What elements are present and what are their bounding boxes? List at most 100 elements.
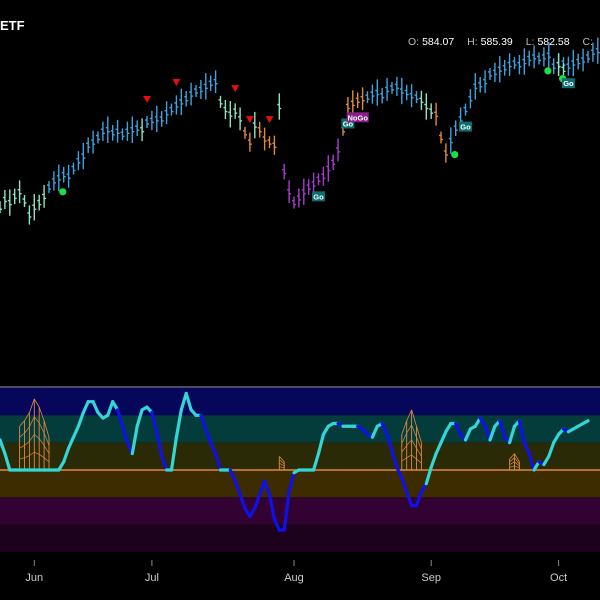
oscillator-segment xyxy=(282,490,291,532)
svg-text:Go: Go xyxy=(343,120,354,129)
price-bar xyxy=(140,118,145,142)
histogram-lattice xyxy=(411,454,417,460)
oscillator-segment xyxy=(414,490,423,508)
price-bar xyxy=(488,67,492,80)
oscillator-segment xyxy=(517,419,526,445)
oscillator-segment xyxy=(238,493,247,510)
svg-text:Go: Go xyxy=(563,79,574,88)
price-bar xyxy=(0,201,2,214)
price-bar xyxy=(120,128,125,141)
oscillator-segment xyxy=(405,490,414,508)
price-bar xyxy=(282,163,287,180)
price-bar xyxy=(164,101,169,125)
price-bar xyxy=(586,50,590,63)
price-bar xyxy=(223,100,228,120)
oscillator-segment xyxy=(106,400,115,417)
price-bar xyxy=(306,179,311,195)
sell-arrow-icon xyxy=(172,78,181,86)
oscillator-segment xyxy=(115,408,125,428)
price-bar xyxy=(532,45,537,69)
price-bar xyxy=(385,78,390,101)
sell-arrow-icon xyxy=(231,85,240,93)
oscillator-band xyxy=(0,497,600,525)
price-bar xyxy=(213,70,218,94)
price-bar xyxy=(541,47,546,67)
price-bar xyxy=(125,121,130,141)
oscillator-band xyxy=(0,470,600,498)
histogram-lattice xyxy=(19,420,25,427)
price-bar xyxy=(497,56,502,83)
price-bar xyxy=(130,116,135,143)
price-bar xyxy=(42,185,47,208)
price-bar xyxy=(267,136,272,149)
histogram-lattice xyxy=(514,461,520,467)
histogram-lattice xyxy=(38,438,45,446)
price-bar xyxy=(424,93,429,120)
oscillator-segment xyxy=(0,438,7,456)
oscillator-segment xyxy=(488,424,497,442)
oscillator-segment xyxy=(228,468,237,483)
nogo-label: NoGo xyxy=(346,112,369,123)
histogram-lattice xyxy=(34,434,40,439)
oscillator-segment xyxy=(463,427,472,442)
price-bar xyxy=(86,137,91,154)
oscillator-segment xyxy=(385,432,394,453)
ohlc-readout: O: 584.07 H: 585.39 L: 582.58 C: xyxy=(398,36,596,48)
histogram-lattice xyxy=(401,445,407,453)
oscillator-segment xyxy=(62,446,71,464)
go-label: Go xyxy=(561,78,575,89)
price-bar xyxy=(590,42,595,62)
histogram-lattice xyxy=(416,458,422,464)
buy-dot-icon xyxy=(59,188,67,196)
price-bar xyxy=(51,171,56,191)
price-bar xyxy=(522,48,527,75)
price-bar xyxy=(2,189,7,210)
oscillator-segment xyxy=(169,435,178,472)
price-bar xyxy=(556,53,561,77)
price-bar xyxy=(375,79,380,106)
histogram-lattice xyxy=(24,412,30,422)
price-bar xyxy=(517,55,522,75)
price-bar xyxy=(115,119,120,143)
price-bar xyxy=(551,58,556,74)
price-bar xyxy=(581,48,586,72)
oscillator-segment xyxy=(508,424,517,445)
price-bar xyxy=(110,125,115,141)
price-bar xyxy=(360,87,365,111)
price-bar xyxy=(12,188,17,205)
price-bar xyxy=(105,116,110,143)
oscillator-segment xyxy=(71,424,81,439)
histogram-lattice xyxy=(43,432,50,446)
oscillator-segment xyxy=(581,419,590,426)
price-bar xyxy=(443,143,448,163)
oscillator-segment xyxy=(199,413,208,431)
oscillator-segment xyxy=(312,452,321,472)
oscillator-segment xyxy=(390,449,399,469)
price-bar xyxy=(478,77,483,93)
price-bar xyxy=(174,95,179,115)
oscillator-segment xyxy=(522,441,531,456)
price-bar xyxy=(203,73,208,100)
histogram-lattice xyxy=(29,434,35,442)
price-bar xyxy=(296,188,301,208)
sell-arrow-icon xyxy=(245,116,254,124)
price-bar xyxy=(37,194,42,211)
price-bar xyxy=(238,107,243,131)
close-label: C: xyxy=(582,36,594,48)
price-bar xyxy=(502,59,507,76)
histogram-lattice xyxy=(411,439,417,449)
oscillator-segment xyxy=(214,452,223,472)
go-label: Go xyxy=(341,118,355,129)
price-bar xyxy=(414,91,419,104)
histogram-lattice xyxy=(411,424,417,438)
price-bar xyxy=(61,166,66,183)
price-bar xyxy=(233,103,238,119)
histogram-lattice xyxy=(33,398,40,408)
buy-dot-icon xyxy=(451,151,459,159)
sell-arrow-icon xyxy=(143,96,151,103)
histogram-lattice xyxy=(411,409,417,427)
oscillator-segment xyxy=(370,424,379,439)
histogram-lattice xyxy=(279,462,285,467)
histogram-lattice xyxy=(19,445,25,449)
svg-text:Go: Go xyxy=(460,123,471,132)
